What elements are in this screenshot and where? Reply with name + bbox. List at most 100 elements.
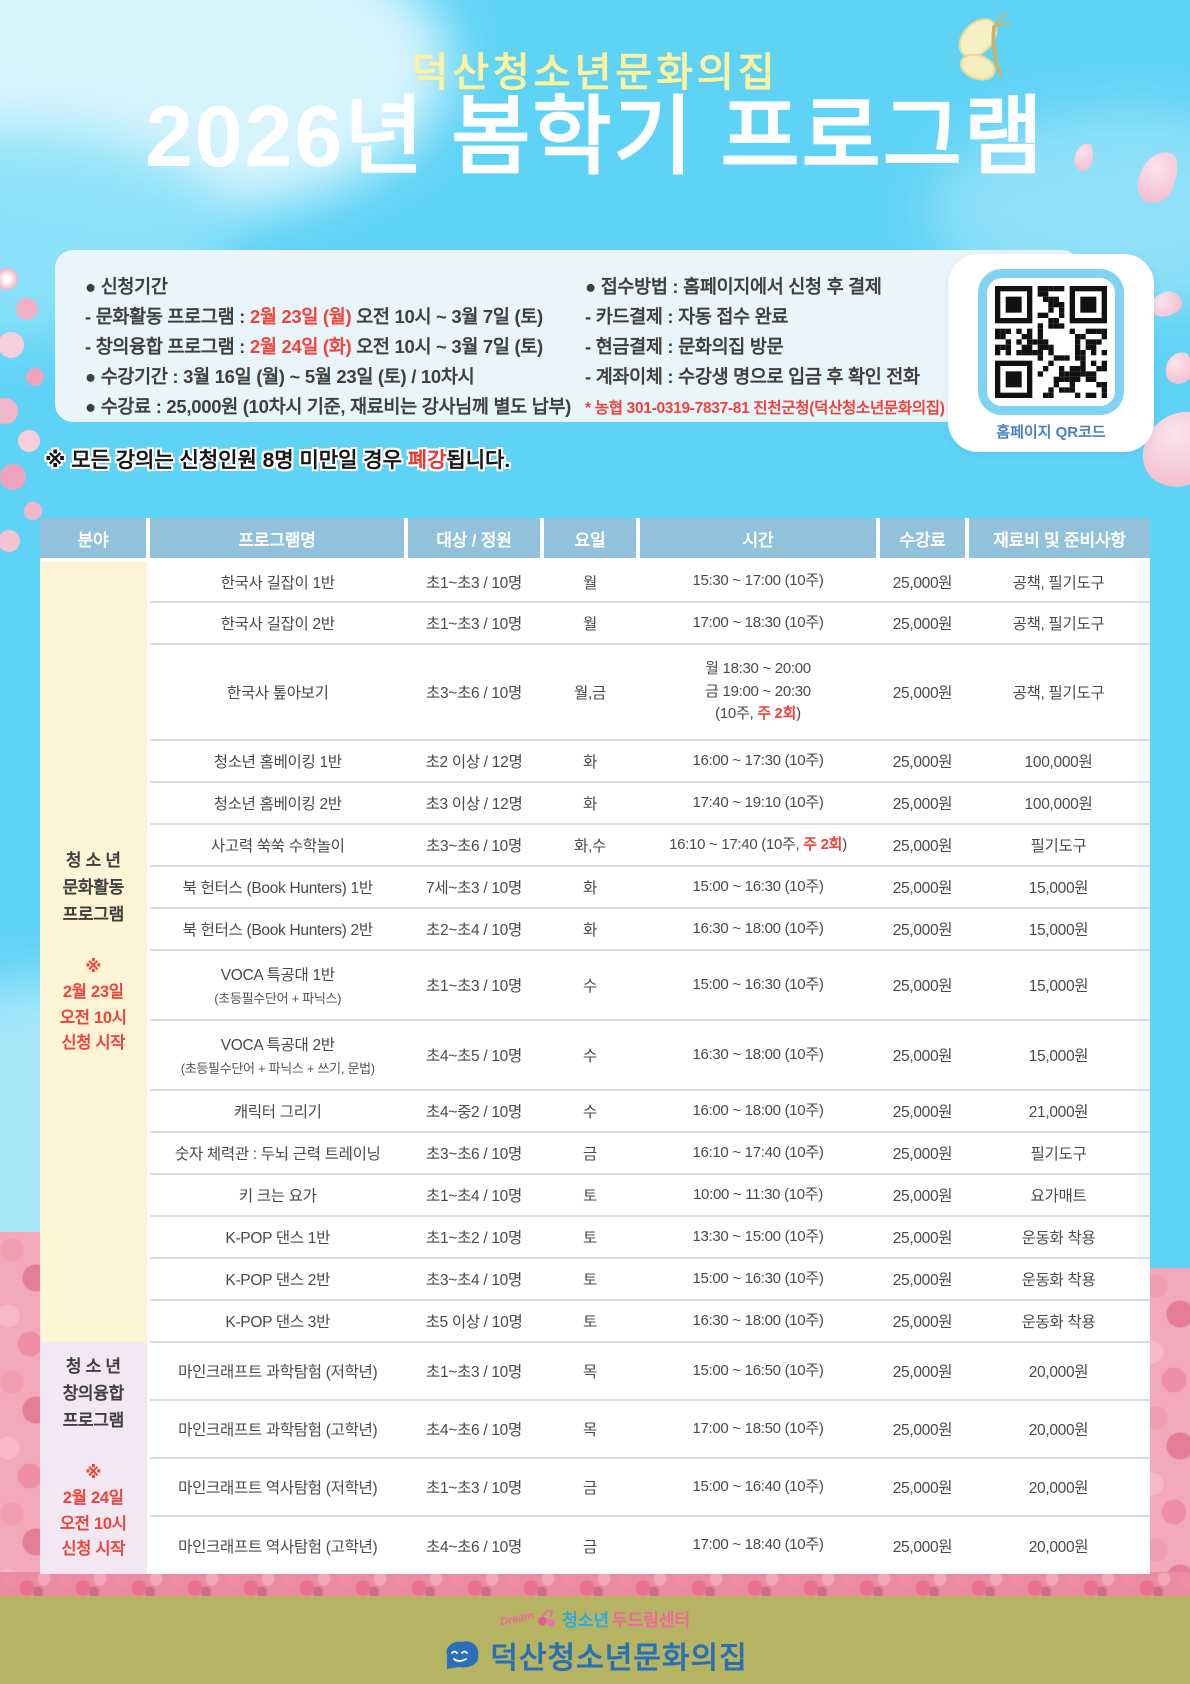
time-cell: 17:40 ~ 19:10 (10주): [638, 782, 878, 825]
table-row: K-POP 댄스 2반 초3~초4 / 10명 토 15:00 ~ 16:30 (10…: [40, 1258, 1150, 1301]
time-cell: 15:30 ~ 17:00 (10주): [638, 560, 878, 603]
fee-cell: 25,000원: [878, 644, 967, 741]
payment-heading: ● 접수방법 : 홈페이지에서 신청 후 결제: [585, 276, 882, 297]
fee-cell: 25,000원: [878, 1216, 967, 1259]
table-row: 한국사 길잡이 2반 초1~초3 / 10명 월 17:00 ~ 18:30 (10주…: [40, 602, 1150, 645]
materials-cell: 15,000원: [967, 1020, 1150, 1091]
table-row: 북 헌터스 (Book Hunters) 2반 초2~초4 / 10명 화 16:30…: [40, 908, 1150, 951]
butterfly-icon: [942, 4, 1042, 104]
fee-cell: 25,000원: [878, 782, 967, 825]
materials-cell: 100,000원: [967, 740, 1150, 783]
apply-period-heading: ● 신청기간: [85, 276, 168, 297]
fee-cell: 25,000원: [878, 824, 967, 867]
day-cell: 목: [542, 1342, 638, 1401]
program-name-cell: 청소년 홈베이킹 1반: [148, 740, 406, 783]
application-period-block: ● 신청기간 - 문화활동 프로그램 : 2월 23일 (월) 오전 10시 ~…: [85, 272, 585, 422]
program-name-cell: 북 헌터스 (Book Hunters) 1반: [148, 866, 406, 909]
table-row: 청 소 년 문화활동 프로그램 ※ 2월 23일 오전 10시 신청 시작 한국사 길잡이 1…: [40, 560, 1150, 1342]
dream-script: Dream: [498, 1609, 535, 1628]
fee-cell: 25,000원: [878, 1400, 967, 1459]
cherry-note-icon: [538, 1609, 558, 1626]
col-header-materials: 재료비 및 준비사항: [965, 518, 1150, 562]
footer: Dream 청소년 두드림센터 덕산청소년문화의집: [0, 1596, 1190, 1684]
target-cell: 초5 이상 / 10명: [406, 1300, 542, 1343]
program-name-cell: 청소년 홈베이킹 2반: [148, 782, 406, 825]
table-row: 키 크는 요가 초1~초4 / 10명 토 10:00 ~ 11:30 (10주) 25…: [40, 1174, 1150, 1217]
target-cell: 초1~초3 / 10명: [406, 1342, 542, 1401]
materials-cell: 15,000원: [967, 950, 1150, 1021]
table-row: K-POP 댄스 1반 초1~초2 / 10명 토 13:30 ~ 15:00 (10…: [40, 1216, 1150, 1259]
creative-program-group: 청 소 년 창의융합 프로그램 ※ 2월 24일 오전 10시 신청 시작 마인크래프트 과학…: [40, 1342, 1150, 1574]
target-cell: 초1~초2 / 10명: [406, 1216, 542, 1259]
fee-cell: 25,000원: [878, 1258, 967, 1301]
day-cell: 토: [542, 1300, 638, 1343]
fee-cell: 25,000원: [878, 1458, 967, 1517]
target-cell: 초1~초3 / 10명: [406, 602, 542, 645]
qr-card: 홈페이지 QR코드: [948, 254, 1154, 452]
table-row: 마인크래프트 역사탐험 (고학년) 초4~초6 / 10명 금 17:00 ~ 18:…: [40, 1516, 1150, 1574]
col-header-category: 분야: [40, 518, 148, 562]
dodream-text-pink: 두드림센터: [611, 1611, 691, 1630]
table-row: 사고력 쑥쑥 수학놀이 초3~초6 / 10명 화,수 16:10 ~ 17:40 (…: [40, 824, 1150, 867]
time-cell: 15:00 ~ 16:30 (10주): [638, 866, 878, 909]
program-name-cell: VOCA 특공대 1반 (초등필수단어 + 파닉스): [148, 950, 406, 1021]
fee-cell: 25,000원: [878, 1342, 967, 1401]
fee-cell: 25,000원: [878, 1516, 967, 1574]
target-cell: 초1~초3 / 10명: [406, 1458, 542, 1517]
materials-cell: 15,000원: [967, 866, 1150, 909]
col-header-time: 시간: [636, 518, 878, 562]
fee-cell: 25,000원: [878, 1174, 967, 1217]
program-name-cell: K-POP 댄스 3반: [148, 1300, 406, 1343]
day-cell: 화: [542, 908, 638, 951]
time-cell: 16:10 ~ 17:40 (10주): [638, 1132, 878, 1175]
target-cell: 초1~초4 / 10명: [406, 1174, 542, 1217]
table-row: VOCA 특공대 1반 (초등필수단어 + 파닉스) 초1~초3 / 10명 수 15:…: [40, 950, 1150, 1021]
program-name-cell: 키 크는 요가: [148, 1174, 406, 1217]
materials-cell: 요가매트: [967, 1174, 1150, 1217]
col-header-target: 대상 / 정원: [404, 518, 542, 562]
target-cell: 초1~초3 / 10명: [406, 560, 542, 603]
dodream-text-blue: 청소년: [562, 1611, 609, 1630]
program-table: 분야 프로그램명 대상 / 정원 요일 시간 수강료 재료비 및 준비사항 청 …: [40, 518, 1150, 1574]
category-cell: 청 소 년 창의융합 프로그램 ※ 2월 24일 오전 10시 신청 시작: [40, 1342, 150, 1574]
time-cell: 16:00 ~ 18:00 (10주): [638, 1090, 878, 1133]
target-cell: 7세~초3 / 10명: [406, 866, 542, 909]
time-cell: 16:10 ~ 17:40 (10주, 주 2회): [638, 824, 878, 867]
day-cell: 수: [542, 950, 638, 1021]
time-cell: 17:00 ~ 18:30 (10주): [638, 602, 878, 645]
target-cell: 초3~초4 / 10명: [406, 1258, 542, 1301]
fee-cell: 25,000원: [878, 908, 967, 951]
day-cell: 금: [542, 1516, 638, 1574]
program-name-cell: 숫자 체력관 : 두뇌 근력 트레이닝: [148, 1132, 406, 1175]
fee-cell: 25,000원: [878, 602, 967, 645]
time-cell: 15:00 ~ 16:30 (10주): [638, 1258, 878, 1301]
materials-cell: 20,000원: [967, 1342, 1150, 1401]
table-row: 청소년 홈베이킹 2반 초3 이상 / 12명 화 17:40 ~ 19:10 (10…: [40, 782, 1150, 825]
program-name-cell: 북 헌터스 (Book Hunters) 2반: [148, 908, 406, 951]
apply-period-culture-line: - 문화활동 프로그램 : 2월 23일 (월) 오전 10시 ~ 3월 7일 …: [85, 305, 543, 327]
time-cell: 13:30 ~ 15:00 (10주): [638, 1216, 878, 1259]
deoksan-logo: 덕산청소년문화의집: [0, 1633, 1190, 1677]
apply-period-creative-line: - 창의융합 프로그램 : 2월 24일 (화) 오전 10시 ~ 3월 7일 …: [85, 335, 543, 357]
materials-cell: 운동화 착용: [967, 1258, 1150, 1301]
day-cell: 수: [542, 1090, 638, 1133]
flower-border-right: [1144, 1268, 1190, 1576]
materials-cell: 20,000원: [967, 1516, 1150, 1574]
category-name: 청 소 년 문화활동 프로그램: [62, 851, 125, 925]
target-cell: 초4~초6 / 10명: [406, 1516, 542, 1574]
materials-cell: 공책, 필기도구: [967, 644, 1150, 741]
materials-cell: 20,000원: [967, 1400, 1150, 1459]
materials-cell: 운동화 착용: [967, 1216, 1150, 1259]
day-cell: 화: [542, 866, 638, 909]
table-row: 청 소 년 창의융합 프로그램 ※ 2월 24일 오전 10시 신청 시작 마인크래프트 과학…: [40, 1342, 1150, 1574]
org-name: 덕산청소년문화의집: [411, 51, 779, 95]
fee-cell: 25,000원: [878, 1090, 967, 1133]
day-cell: 토: [542, 1258, 638, 1301]
cancellation-notice: ※ 모든 강의는 신청인원 8명 미만일 경우 폐강됩니다.: [45, 449, 511, 472]
target-cell: 초3~초6 / 10명: [406, 644, 542, 741]
petal-icon: [1163, 350, 1190, 386]
program-name-cell: 한국사 톺아보기: [148, 644, 406, 741]
day-cell: 금: [542, 1458, 638, 1517]
time-cell: 17:00 ~ 18:50 (10주): [638, 1400, 878, 1459]
day-cell: 수: [542, 1020, 638, 1091]
